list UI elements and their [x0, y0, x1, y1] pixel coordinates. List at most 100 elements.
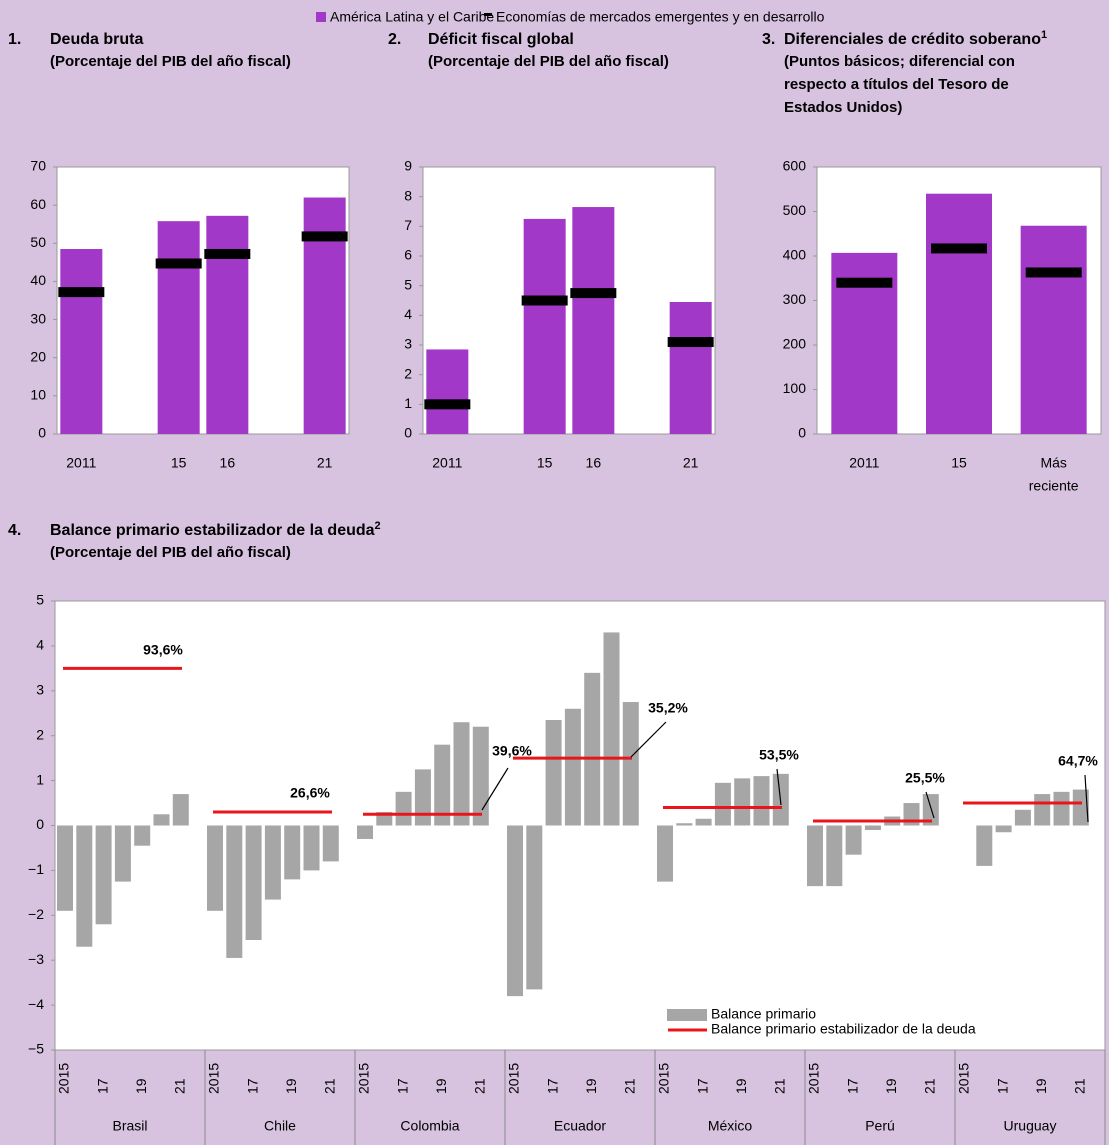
- y-tick-label: −5: [28, 1041, 44, 1057]
- y-tick-label: 2: [36, 726, 44, 742]
- bar: [57, 825, 73, 911]
- x-tick-label: 19: [433, 1078, 449, 1094]
- bar: [669, 301, 712, 434]
- bar: [995, 825, 1012, 833]
- chart-title-text: Déficit fiscal global: [428, 31, 574, 48]
- bar: [807, 825, 823, 887]
- bar: [826, 825, 843, 887]
- bar: [734, 778, 751, 826]
- y-tick-label: 5: [404, 276, 412, 292]
- bar: [714, 782, 731, 826]
- plot-area: [56, 166, 350, 435]
- y-tick-label: 1: [404, 395, 412, 411]
- chart-subtitle: (Porcentaje del PIB del año fiscal): [50, 544, 291, 561]
- x-tick-label: 17: [244, 1078, 260, 1094]
- x-tick-label: 16: [220, 455, 236, 471]
- legend-label: Balance primario estabilizador de la deu…: [711, 1021, 976, 1037]
- y-tick-label: 500: [783, 202, 807, 218]
- bar: [322, 825, 339, 862]
- bar: [922, 794, 939, 826]
- chart-title: Balance primario estabilizador de la deu…: [50, 520, 381, 539]
- x-tick-label: 2011: [66, 455, 96, 471]
- x-tick-label: 21: [317, 455, 333, 471]
- bar: [157, 221, 200, 434]
- group-label: Brasil: [112, 1118, 147, 1134]
- group-label: Ecuador: [554, 1118, 606, 1134]
- marker-dash: [521, 295, 568, 306]
- y-tick-label: −1: [28, 861, 44, 877]
- chart-number: 3.: [762, 31, 775, 48]
- bar: [245, 825, 262, 940]
- bar: [395, 791, 412, 826]
- y-tick-label: 50: [30, 234, 46, 250]
- y-tick-label: 100: [783, 380, 807, 396]
- group-label: Colombia: [400, 1118, 459, 1134]
- bar: [1053, 791, 1070, 826]
- bar: [414, 769, 431, 826]
- bar: [603, 632, 620, 826]
- bar: [1072, 789, 1089, 826]
- bar: [153, 814, 170, 826]
- chart-title: Déficit fiscal global: [428, 31, 574, 48]
- legend-label: Economías de mercados emergentes y en de…: [496, 9, 825, 25]
- legend-swatch: [316, 12, 326, 22]
- annotation: 39,6%: [492, 743, 532, 759]
- bar: [1034, 794, 1051, 826]
- annotation: 93,6%: [143, 642, 183, 658]
- annotation-leader: [481, 767, 509, 811]
- x-tick-label: 21: [683, 455, 699, 471]
- y-tick-label: 0: [404, 425, 412, 441]
- chart-title-sup: 1: [1041, 29, 1047, 41]
- y-tick-label: 7: [404, 217, 412, 233]
- x-tick-label: 2015: [506, 1063, 522, 1094]
- x-tick-label: Más: [1040, 455, 1066, 471]
- x-tick-label: 2015: [656, 1063, 672, 1094]
- annotation-leader: [630, 721, 667, 758]
- x-tick-label: 2015: [56, 1063, 72, 1094]
- chart-subtitle: (Puntos básicos; diferencial con: [784, 53, 1015, 70]
- x-tick-label: 15: [171, 455, 187, 471]
- x-tick-label: 17: [394, 1078, 410, 1094]
- bar: [572, 207, 615, 434]
- bar: [95, 825, 112, 925]
- x-tick-label: 21: [322, 1078, 338, 1094]
- bar: [303, 825, 320, 871]
- x-tick-label: 21: [922, 1078, 938, 1094]
- marker-dash: [836, 277, 893, 288]
- bar: [172, 794, 189, 826]
- group-label: Perú: [865, 1118, 895, 1134]
- x-tick-label: 17: [994, 1078, 1010, 1094]
- chart-number: 2.: [388, 31, 401, 48]
- bar: [676, 823, 693, 826]
- bar: [976, 825, 993, 866]
- marker-dash: [58, 287, 105, 298]
- y-tick-label: 60: [30, 196, 46, 212]
- bar: [657, 825, 673, 882]
- bar: [472, 726, 489, 826]
- bar: [526, 825, 543, 990]
- y-tick-label: −4: [28, 996, 44, 1012]
- x-tick-label: 15: [537, 455, 553, 471]
- y-tick-label: 2: [404, 365, 412, 381]
- y-tick-label: 600: [783, 158, 807, 174]
- x-tick-label: 16: [586, 455, 602, 471]
- chart-title: Diferenciales de crédito soberano1: [784, 29, 1047, 48]
- x-tick-label: 19: [883, 1078, 899, 1094]
- bar: [426, 349, 469, 434]
- x-tick-label: 21: [1072, 1078, 1088, 1094]
- bar: [434, 744, 451, 826]
- marker-dash: [570, 288, 617, 299]
- y-tick-label: 6: [404, 247, 412, 263]
- legend-swatch: [484, 13, 492, 16]
- y-tick-label: 400: [783, 247, 807, 263]
- bar: [622, 702, 639, 826]
- marker-dash: [1025, 267, 1082, 278]
- bar: [545, 719, 562, 826]
- bar: [207, 825, 223, 911]
- chart-number: 4.: [8, 522, 21, 539]
- bar: [226, 825, 243, 958]
- y-tick-label: 300: [783, 291, 807, 307]
- chart-title-text: Diferenciales de crédito soberano: [784, 31, 1041, 48]
- x-tick-label: 21: [772, 1078, 788, 1094]
